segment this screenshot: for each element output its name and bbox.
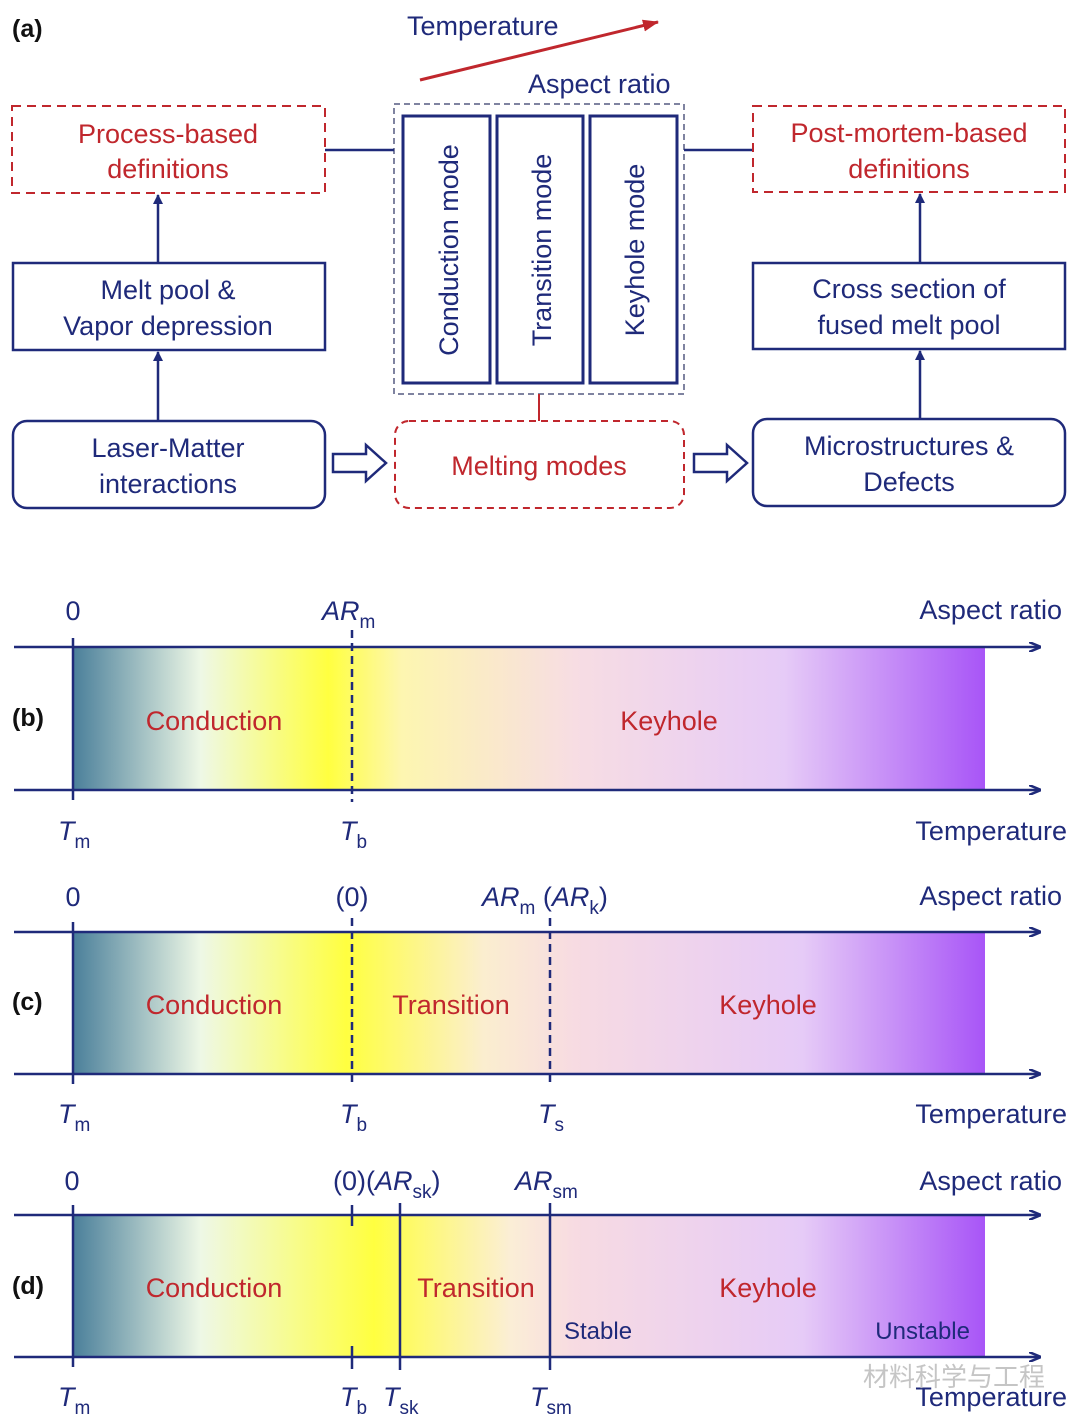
watermark: 材料科学与工程 [863, 1362, 1045, 1392]
process-based-text: Process-based [78, 119, 258, 149]
tick-label: 0 [64, 1166, 79, 1196]
ar-sm-label: ARsm [513, 1166, 578, 1203]
panel-d: (d) 0 (0)(ARsk) ARsm Aspect ratio Tm Tb … [12, 1166, 1067, 1419]
stable-label: Stable [564, 1318, 632, 1345]
tsk-label: Tsk [383, 1382, 419, 1419]
unstable-label: Unstable [875, 1318, 970, 1345]
post-mortem-text: Post-mortem-based [790, 118, 1027, 148]
keyhole-mode-text: Keyhole mode [620, 164, 650, 337]
tb-label: Tb [340, 1099, 367, 1136]
axis-label: Aspect ratio [919, 1166, 1062, 1196]
ar-sk-label: (0)(ARsk) [333, 1166, 441, 1203]
axis-label: Temperature [915, 816, 1067, 846]
tick-label: 0 [65, 596, 80, 626]
cross-section-box [751, 261, 1067, 351]
region-conduction: Conduction [146, 706, 283, 736]
panel-label-c: (c) [12, 988, 43, 1016]
post-mortem-box [752, 105, 1066, 193]
process-based-text: definitions [107, 154, 229, 184]
temperature-label: Temperature [407, 11, 559, 41]
melting-modes-text: Melting modes [451, 451, 627, 481]
cross-section-text: fused melt pool [817, 310, 1000, 340]
hollow-arrow-right [692, 442, 749, 484]
tm-label: Tm [58, 1099, 90, 1136]
axis-label: Aspect ratio [919, 881, 1062, 911]
tm-label: Tm [58, 816, 90, 853]
microstructures-text: Microstructures & [804, 431, 1014, 461]
melt-pool-text: Melt pool & [100, 275, 235, 305]
melt-pool-text: Vapor depression [63, 311, 273, 341]
panel-label-d: (d) [12, 1272, 44, 1300]
microstructures-box [751, 417, 1067, 508]
gradient-band [73, 932, 985, 1074]
tick-label: 0 [65, 882, 80, 912]
laser-matter-text: Laser-Matter [91, 433, 244, 463]
region-keyhole: Keyhole [719, 990, 817, 1020]
panel-c: (c) 0 (0) ARm (ARk) Aspect ratio Tm Tb T… [12, 881, 1067, 1136]
tb-label: Tb [340, 816, 367, 853]
panel-label-a: (a) [12, 15, 43, 43]
tb-label: Tb [340, 1382, 367, 1419]
laser-matter-text: interactions [99, 469, 237, 499]
ar-m-ar-k-label: ARm (ARk) [480, 882, 608, 919]
gradient-band [73, 1215, 985, 1357]
keyhole-mode-box [588, 114, 679, 385]
hollow-arrow-right [331, 442, 388, 484]
region-transition: Transition [392, 990, 510, 1020]
laser-matter-box [11, 419, 327, 510]
region-keyhole: Keyhole [719, 1273, 817, 1303]
axis-label: Aspect ratio [919, 595, 1062, 625]
tsm-label: Tsm [530, 1382, 572, 1419]
region-conduction: Conduction [146, 1273, 283, 1303]
gradient-band [73, 647, 985, 790]
microstructures-text: Defects [863, 467, 955, 497]
aspect-ratio-label: Aspect ratio [528, 69, 671, 99]
temperature-arrow [419, 19, 659, 82]
axis-label: Temperature [915, 1099, 1067, 1129]
region-conduction: Conduction [146, 990, 283, 1020]
process-based-box [11, 105, 326, 194]
conduction-mode-box [401, 114, 492, 385]
axis-label: Temperature [915, 1382, 1067, 1412]
conduction-mode-text: Conduction mode [434, 144, 464, 356]
melt-pool-box [11, 261, 327, 352]
panel-label-b: (b) [12, 704, 44, 732]
ts-label: Ts [538, 1099, 564, 1136]
transition-mode-text: Transition mode [527, 154, 557, 347]
melting-modes-box [394, 420, 685, 509]
panel-b: (b) 0 ARm Aspect ratio Tm Tb Temperature… [12, 595, 1067, 853]
tm-label: Tm [58, 1382, 90, 1419]
region-transition: Transition [417, 1273, 535, 1303]
ar-m-label: ARm [320, 596, 375, 633]
transition-mode-box [495, 114, 585, 385]
post-mortem-text: definitions [848, 154, 970, 184]
tick-label: (0) [336, 882, 369, 912]
region-keyhole: Keyhole [620, 706, 718, 736]
cross-section-text: Cross section of [812, 274, 1006, 304]
panel-a: (a) Temperature Aspect ratio Process-bas… [11, 11, 1067, 510]
